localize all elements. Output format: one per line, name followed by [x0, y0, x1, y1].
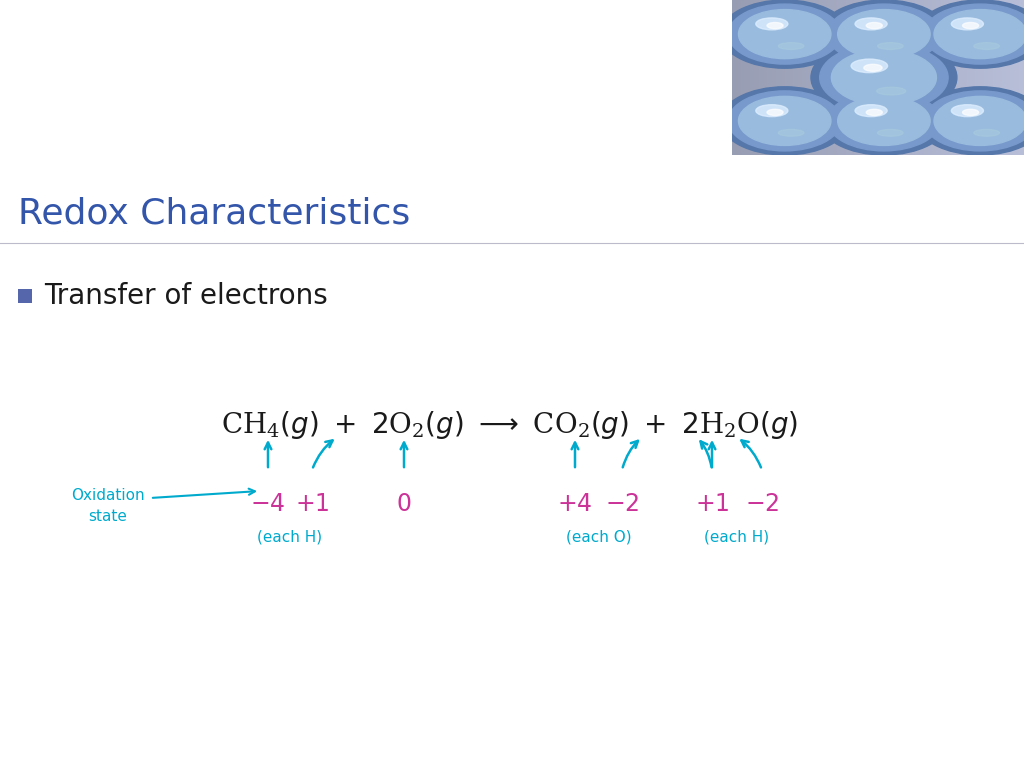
- Circle shape: [738, 96, 830, 145]
- Ellipse shape: [951, 104, 983, 117]
- Text: Redox Characteristics: Redox Characteristics: [18, 197, 411, 231]
- Ellipse shape: [855, 18, 887, 30]
- Ellipse shape: [866, 109, 883, 115]
- Circle shape: [819, 0, 948, 68]
- Circle shape: [827, 4, 940, 64]
- Circle shape: [934, 9, 1024, 58]
- Ellipse shape: [778, 43, 804, 49]
- Ellipse shape: [878, 130, 903, 136]
- Circle shape: [934, 96, 1024, 145]
- Circle shape: [924, 4, 1024, 64]
- Circle shape: [819, 44, 948, 111]
- Text: $\mathregular{CH_4}(\mathit{g})\ +\ 2\mathregular{O_2}(\mathit{g})\ \longrightar: $\mathregular{CH_4}(\mathit{g})\ +\ 2\ma…: [221, 409, 799, 441]
- Text: (each H): (each H): [705, 530, 770, 545]
- Text: $-2$: $-2$: [605, 493, 639, 516]
- Circle shape: [924, 91, 1024, 151]
- Text: $-2$: $-2$: [744, 493, 779, 516]
- Ellipse shape: [963, 109, 979, 115]
- Text: $+4$: $+4$: [557, 493, 593, 516]
- Ellipse shape: [767, 109, 783, 115]
- Circle shape: [916, 0, 1024, 68]
- Circle shape: [738, 9, 830, 58]
- Ellipse shape: [974, 130, 999, 136]
- Ellipse shape: [951, 18, 983, 30]
- Ellipse shape: [864, 65, 882, 71]
- Ellipse shape: [866, 22, 883, 28]
- Ellipse shape: [756, 104, 787, 117]
- Circle shape: [838, 96, 930, 145]
- Text: Transfer of electrons: Transfer of electrons: [44, 282, 328, 310]
- Text: $+1$: $+1$: [295, 493, 330, 516]
- Circle shape: [916, 87, 1024, 155]
- Circle shape: [721, 87, 849, 155]
- Circle shape: [819, 87, 948, 155]
- Circle shape: [728, 91, 841, 151]
- Ellipse shape: [963, 22, 979, 28]
- Ellipse shape: [778, 130, 804, 136]
- Ellipse shape: [877, 88, 906, 95]
- Text: $0$: $0$: [396, 493, 412, 516]
- Circle shape: [838, 9, 930, 58]
- Ellipse shape: [974, 43, 999, 49]
- Circle shape: [728, 4, 841, 64]
- Text: Oxidation: Oxidation: [72, 488, 144, 503]
- Ellipse shape: [756, 18, 787, 30]
- Ellipse shape: [851, 59, 888, 73]
- Text: $+1$: $+1$: [694, 493, 729, 516]
- Circle shape: [831, 50, 936, 105]
- Circle shape: [827, 91, 940, 151]
- Bar: [18, 289, 32, 303]
- Text: Oxidation-Reduction Reactions: Oxidation-Reduction Reactions: [22, 105, 526, 134]
- Text: Section 4.9: Section 4.9: [22, 31, 207, 59]
- Text: (each O): (each O): [565, 530, 632, 545]
- Text: state: state: [88, 509, 127, 524]
- Text: $-4$: $-4$: [250, 493, 286, 516]
- Circle shape: [721, 0, 849, 68]
- Ellipse shape: [767, 22, 783, 28]
- Ellipse shape: [878, 43, 903, 49]
- Ellipse shape: [855, 104, 887, 117]
- Text: (each H): (each H): [257, 530, 323, 545]
- Circle shape: [811, 38, 956, 116]
